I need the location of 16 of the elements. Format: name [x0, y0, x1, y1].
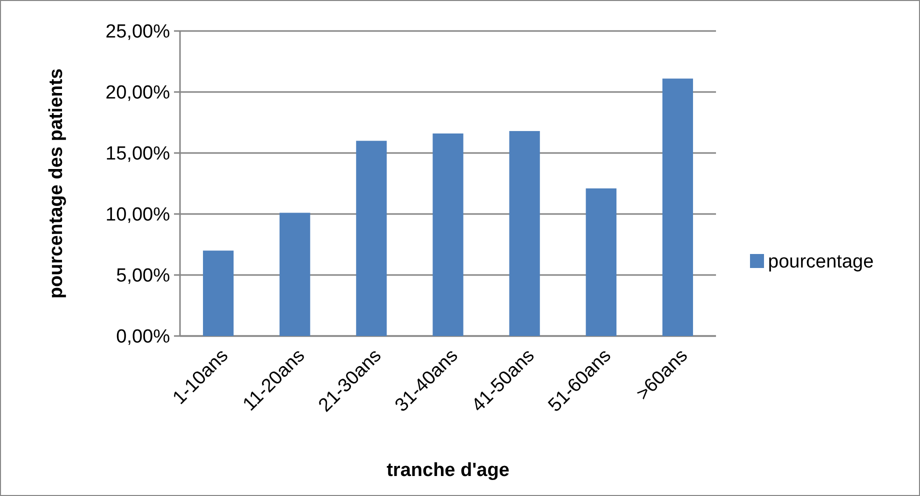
bar: [356, 140, 387, 336]
y-tick-label: 20,00%: [106, 82, 170, 104]
y-tick-label: 25,00%: [106, 22, 170, 43]
x-axis-title: tranche d'age: [386, 460, 510, 481]
bar: [509, 131, 540, 336]
y-tick-label: 10,00%: [106, 204, 170, 226]
y-tick-label: 5,00%: [116, 266, 170, 287]
bar: [280, 212, 310, 336]
y-tick-label: 15,00%: [106, 144, 170, 165]
bar: [202, 250, 234, 336]
bar: [432, 133, 464, 336]
bar: [586, 188, 616, 336]
y-tick-label: 0,00%: [116, 326, 170, 348]
legend-label: pourcentage: [768, 252, 874, 273]
bar: [662, 78, 694, 336]
y-axis-title: pourcentage des patients: [46, 68, 67, 299]
